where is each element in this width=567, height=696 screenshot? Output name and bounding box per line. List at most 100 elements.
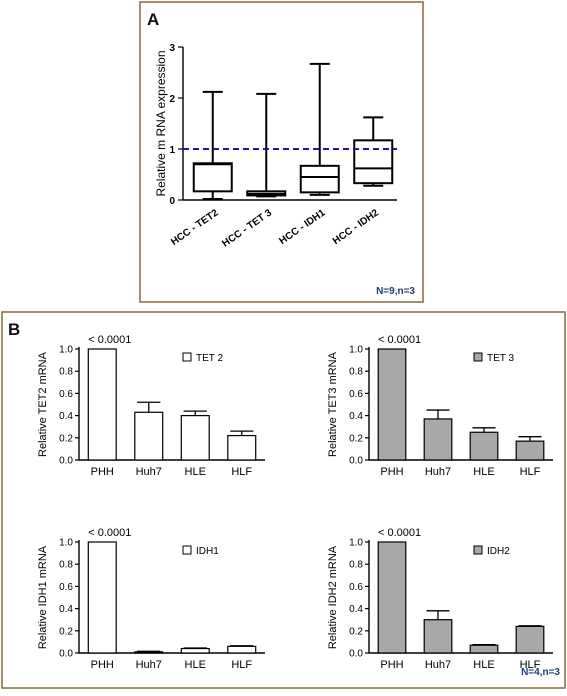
bar-hlf <box>515 625 545 654</box>
x-tick-label: Huh7 <box>425 466 451 478</box>
bar-hle <box>180 647 210 654</box>
legend-swatch <box>182 352 192 362</box>
y-tick-label: 2 <box>169 94 175 105</box>
y-tick-label: 0.0 <box>349 649 363 660</box>
panel-b-letter: B <box>8 320 20 339</box>
y-tick-label: 0 <box>169 196 175 207</box>
panel-b-frame <box>1 311 566 689</box>
x-tick-label: HLE <box>473 466 494 478</box>
box-4 <box>353 116 394 187</box>
x-tick-label: HLF <box>520 466 541 478</box>
x-tick-label: HLF <box>520 659 541 671</box>
bar-huh7 <box>423 418 453 461</box>
y-axis-label: Relative TET2 mRNA <box>37 351 49 457</box>
x-tick-label: HCC - IDH2 <box>331 207 381 247</box>
bar-huh7 <box>423 619 453 654</box>
y-axis-label: Relative IDH2 mRNA <box>327 545 339 649</box>
x-tick-label: HLE <box>185 466 206 478</box>
y-tick-label: 1.0 <box>349 345 363 356</box>
y-tick-label: 0.4 <box>349 604 363 615</box>
box-iqr <box>299 164 340 194</box>
y-tick-label: 0.6 <box>349 582 363 593</box>
y-tick-label: 0.4 <box>59 604 73 615</box>
y-tick-label: 0.8 <box>59 560 73 571</box>
y-tick-label: 0.6 <box>59 389 73 400</box>
y-axis-label: Relative m RNA expression <box>154 50 168 196</box>
legend-label: TET 2 <box>196 353 223 364</box>
y-tick-label: 1.0 <box>349 538 363 549</box>
box-iqr <box>353 139 394 185</box>
x-tick-label: HLF <box>231 659 252 671</box>
p-value-annotation: < 0.0001 <box>88 334 131 346</box>
y-tick-label: 0.8 <box>349 367 363 378</box>
bar-huh7 <box>134 411 164 461</box>
x-tick-label: PHH <box>380 659 403 671</box>
y-tick-label: 0.0 <box>349 456 363 467</box>
x-tick-label: Huh7 <box>136 466 162 478</box>
x-tick-label: PHH <box>91 659 114 671</box>
x-tick-label: PHH <box>91 466 114 478</box>
bar-phh <box>87 348 117 461</box>
y-axis-label: Relative TET3 mRNA <box>327 351 339 457</box>
y-tick-label: 0.8 <box>349 560 363 571</box>
y-tick-label: 0.2 <box>59 433 73 444</box>
x-tick-label: HLF <box>231 466 252 478</box>
y-tick-label: 0.2 <box>349 626 363 637</box>
panel-a-letter: A <box>147 10 159 29</box>
panel-b-n-label: N=4,n=3 <box>521 667 560 678</box>
y-tick-label: 0.8 <box>59 367 73 378</box>
bar-hlf <box>515 440 545 461</box>
bar-chart-idh1: 0.0 0.2 0.4 0.6 0.8 1.0 Relative IDH1 mRNA PHH H… <box>37 527 265 671</box>
y-tick-label: 0.4 <box>349 411 363 422</box>
p-value-annotation: < 0.0001 <box>88 527 131 539</box>
x-tick-label: Huh7 <box>136 659 162 671</box>
box-iqr <box>192 162 233 193</box>
bar-phh <box>377 541 407 654</box>
x-tick-label: Huh7 <box>425 659 451 671</box>
y-tick-label: 1 <box>169 145 175 156</box>
y-tick-label: 0.0 <box>59 456 73 467</box>
x-tick-label: PHH <box>380 466 403 478</box>
y-tick-label: 1.0 <box>59 538 73 549</box>
box-2 <box>246 92 287 198</box>
x-tick-label: HLE <box>185 659 206 671</box>
y-tick-label: 0.0 <box>59 649 73 660</box>
x-tick-label: HLE <box>473 659 494 671</box>
box-1 <box>192 90 233 200</box>
bar-hle <box>180 415 210 461</box>
y-tick-label: 0.2 <box>349 433 363 444</box>
y-tick-label: 0.2 <box>59 626 73 637</box>
panel-a-n-label: N=9,n=3 <box>376 286 415 297</box>
x-tick-label: HCC - IDH1 <box>277 207 327 247</box>
bar-hlf <box>227 645 257 654</box>
y-tick-label: 0.6 <box>349 389 363 400</box>
x-tick-label: HCC - TET2 <box>169 207 221 248</box>
legend-swatch <box>473 352 483 362</box>
bar-hlf <box>227 434 257 461</box>
box-3 <box>299 62 340 196</box>
y-tick-label: 3 <box>169 43 175 54</box>
bar-hle <box>469 431 499 461</box>
legend-label: IDH2 <box>487 546 510 557</box>
bar-hle <box>469 644 499 654</box>
bar-phh <box>377 348 407 461</box>
x-tick-label: HCC - TET 3 <box>220 207 274 249</box>
legend-swatch <box>473 545 483 555</box>
bar-chart-tet2: 0.0 0.2 0.4 0.6 0.8 1.0 Relative TET2 mRNA PHH H… <box>37 334 265 478</box>
bar-chart-tet3: 0.0 0.2 0.4 0.6 0.8 1.0 Relative TET3 mRNA PHH H… <box>327 334 553 478</box>
y-tick-label: 1.0 <box>59 345 73 356</box>
p-value-annotation: < 0.0001 <box>378 527 421 539</box>
p-value-annotation: < 0.0001 <box>378 334 421 346</box>
bar-phh <box>87 541 117 654</box>
bar-huh7 <box>134 651 164 654</box>
y-tick-label: 0.4 <box>59 411 73 422</box>
panel-a-frame <box>139 1 424 303</box>
bar-chart-idh2: 0.0 0.2 0.4 0.6 0.8 1.0 Relative IDH2 mRNA PHH H… <box>327 527 553 671</box>
y-tick-label: 0.6 <box>59 582 73 593</box>
legend-label: TET 3 <box>487 353 514 364</box>
legend-swatch <box>182 545 192 555</box>
legend-label: IDH1 <box>196 546 219 557</box>
y-axis-label: Relative IDH1 mRNA <box>37 545 49 649</box>
